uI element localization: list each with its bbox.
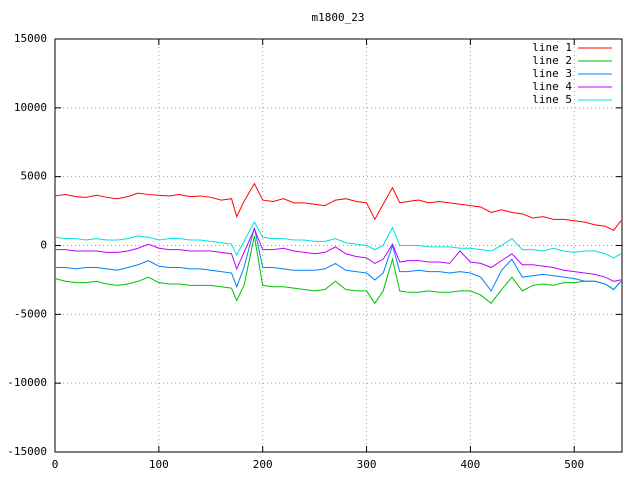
x-tick-label: 0 (52, 458, 59, 471)
y-tick-label: 0 (40, 239, 47, 252)
y-tick-label: 5000 (21, 170, 48, 183)
legend-label: line 5 (532, 93, 572, 106)
data-line (55, 227, 622, 282)
y-tick-label: 10000 (14, 101, 47, 114)
x-tick-label: 500 (564, 458, 584, 471)
data-line (55, 227, 622, 292)
legend-label: line 2 (532, 54, 572, 67)
y-tick-label: 15000 (14, 32, 47, 45)
x-tick-label: 100 (149, 458, 169, 471)
plot-border (54, 38, 623, 453)
x-tick-label: 300 (357, 458, 377, 471)
data-line (54, 182, 622, 231)
data-line (54, 235, 622, 305)
y-tick-label: -5000 (14, 307, 47, 320)
legend-label: line 3 (532, 67, 572, 80)
x-tick-label: 400 (460, 458, 480, 471)
data-line (54, 221, 622, 259)
y-tick-label: -15000 (7, 445, 47, 458)
x-tick-label: 200 (253, 458, 273, 471)
y-tick-label: -10000 (7, 376, 47, 389)
legend-label: line 1 (532, 41, 572, 54)
chart-title: m1800_23 (312, 11, 365, 24)
legend-label: line 4 (532, 80, 572, 93)
